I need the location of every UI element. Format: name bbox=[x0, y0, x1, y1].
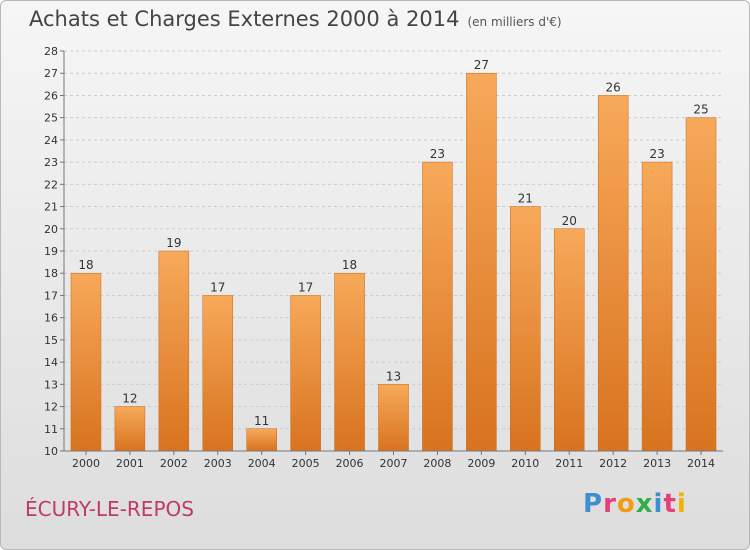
y-tick-label: 27 bbox=[44, 67, 58, 80]
logo-letter: x bbox=[635, 489, 654, 519]
place-name: ÉCURY-LE-REPOS bbox=[25, 497, 194, 521]
x-tick-label: 2012 bbox=[599, 457, 627, 470]
bar-value-label: 13 bbox=[386, 369, 401, 383]
proxiti-logo[interactable]: Proxiti bbox=[583, 489, 687, 519]
bar-value-label: 11 bbox=[254, 414, 269, 428]
bar-layer: 18 12 19 17 11 17 18 13 23 27 21 20 26 23 25 bbox=[70, 58, 717, 452]
logo-letter: P bbox=[583, 489, 604, 519]
x-tick-label: 2002 bbox=[160, 457, 188, 470]
y-tick-label: 18 bbox=[44, 267, 58, 280]
logo-letter: i bbox=[676, 489, 687, 519]
bar-value-label: 21 bbox=[518, 192, 533, 206]
y-tick-label: 17 bbox=[44, 289, 58, 302]
bar bbox=[685, 117, 717, 452]
x-tick-label: 2007 bbox=[380, 457, 408, 470]
bar bbox=[290, 295, 321, 452]
bar-value-label: 20 bbox=[562, 214, 577, 228]
x-tick-label: 2011 bbox=[555, 457, 583, 470]
y-tick-label: 15 bbox=[44, 334, 58, 347]
chart-subtitle: (en milliers d'€) bbox=[467, 15, 562, 29]
bar-value-label: 17 bbox=[298, 280, 313, 294]
x-tick-label: 2005 bbox=[292, 457, 320, 470]
logo-letter: r bbox=[603, 489, 617, 519]
y-tick-label: 25 bbox=[44, 112, 58, 125]
bar bbox=[114, 406, 146, 452]
bar-value-label: 27 bbox=[474, 58, 489, 72]
y-tick-label: 23 bbox=[44, 156, 58, 169]
y-tick-label: 26 bbox=[44, 89, 58, 102]
y-tick-label: 13 bbox=[44, 378, 58, 391]
bar-value-label: 18 bbox=[342, 258, 357, 272]
chart-title: Achats et Charges Externes 2000 à 2014 (e… bbox=[29, 7, 562, 31]
y-tick-label: 28 bbox=[44, 45, 58, 58]
y-tick-label: 10 bbox=[44, 445, 58, 458]
bar-value-label: 23 bbox=[649, 147, 664, 161]
bar bbox=[510, 206, 541, 452]
axis-layer: 10 11 12 13 14 15 16 17 18 19 20 21 22 23 24 25 26 27 28 20… bbox=[44, 45, 723, 470]
bar bbox=[70, 272, 102, 452]
y-tick-label: 20 bbox=[44, 223, 58, 236]
bar bbox=[422, 161, 453, 452]
bar bbox=[246, 428, 277, 452]
bar bbox=[334, 272, 365, 452]
logo-letter: o bbox=[616, 489, 636, 519]
x-tick-label: 2006 bbox=[336, 457, 364, 470]
x-tick-label: 2013 bbox=[643, 457, 671, 470]
y-tick-label: 12 bbox=[44, 401, 58, 414]
y-tick-label: 11 bbox=[44, 423, 58, 436]
y-tick-label: 21 bbox=[44, 201, 58, 214]
y-tick-label: 22 bbox=[44, 178, 58, 191]
bar-value-label: 19 bbox=[166, 236, 181, 250]
bar-value-label: 18 bbox=[78, 258, 93, 272]
bar bbox=[378, 384, 409, 452]
y-tick-label: 19 bbox=[44, 245, 58, 258]
x-tick-label: 2008 bbox=[423, 457, 451, 470]
bar bbox=[597, 95, 629, 452]
x-tick-label: 2001 bbox=[116, 457, 144, 470]
bar bbox=[202, 295, 234, 452]
bar bbox=[158, 250, 190, 452]
bar bbox=[553, 228, 585, 452]
x-tick-label: 2004 bbox=[248, 457, 276, 470]
bar bbox=[641, 161, 673, 452]
x-tick-label: 2003 bbox=[204, 457, 232, 470]
logo-letter: t bbox=[663, 489, 677, 519]
bar-value-label: 25 bbox=[693, 103, 708, 117]
bar bbox=[466, 72, 497, 452]
x-tick-label: 2000 bbox=[72, 457, 100, 470]
x-tick-label: 2014 bbox=[687, 457, 715, 470]
bar-value-label: 17 bbox=[210, 280, 225, 294]
bar-value-label: 26 bbox=[606, 80, 621, 94]
bar-value-label: 12 bbox=[122, 392, 137, 406]
chart-title-text: Achats et Charges Externes 2000 à 2014 bbox=[29, 7, 460, 31]
x-tick-label: 2009 bbox=[467, 457, 495, 470]
x-tick-label: 2010 bbox=[511, 457, 539, 470]
logo-letter: i bbox=[653, 489, 664, 519]
y-tick-label: 24 bbox=[44, 134, 58, 147]
y-tick-label: 14 bbox=[44, 356, 58, 369]
bar-value-label: 23 bbox=[430, 147, 445, 161]
y-tick-label: 16 bbox=[44, 312, 58, 325]
